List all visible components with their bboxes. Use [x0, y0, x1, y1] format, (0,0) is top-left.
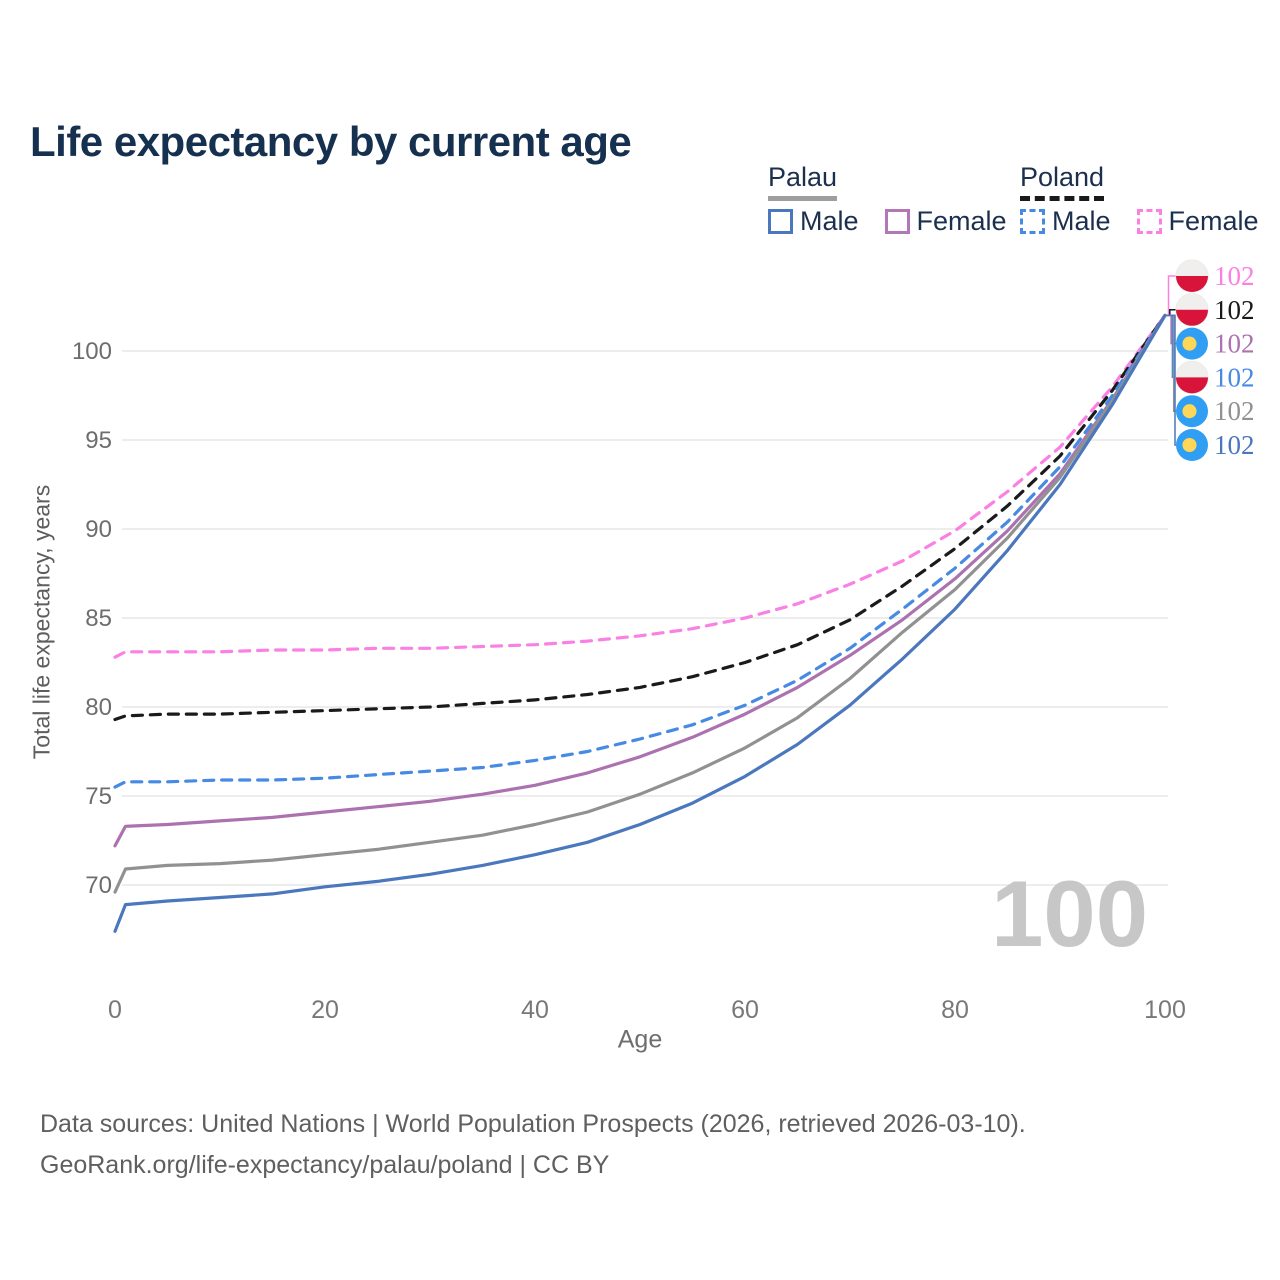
y-tick-label: 90: [85, 516, 112, 543]
legend-label-palau-male: Male: [800, 205, 859, 236]
legend-label-poland-male: Male: [1052, 205, 1111, 236]
end-label-connector-palau-male: [1165, 314, 1176, 446]
series-line-palau-total[interactable]: [113, 313, 1167, 894]
series-line-poland-male[interactable]: [113, 313, 1167, 789]
end-value-label-palau-female: 102: [1214, 329, 1255, 359]
end-value-label-poland-male: 102: [1214, 362, 1255, 392]
flag-icon-poland: [1175, 259, 1209, 293]
end-label-connector-poland-total: [1165, 309, 1176, 317]
end-value-label-poland-total: 102: [1214, 295, 1255, 325]
x-tick-label: 20: [311, 996, 339, 1024]
x-tick-label: 40: [521, 996, 549, 1024]
y-tick-label: 80: [85, 694, 112, 721]
legend-country-poland[interactable]: Poland: [1020, 162, 1105, 201]
attribution-line: GeoRank.org/life-expectancy/palau/poland…: [40, 1151, 610, 1179]
y-axis-title: Total life expectancy, years: [28, 484, 55, 760]
y-tick-label: 70: [85, 872, 112, 899]
age-counter-watermark: 100: [991, 861, 1148, 966]
legend-item-poland-male[interactable]: Male: [1020, 206, 1111, 237]
x-tick-label: 80: [941, 996, 969, 1024]
palau-female-swatch: [884, 208, 910, 234]
palau-male-swatch: [768, 208, 793, 234]
data-sources-line: Data sources: United Nations | World Pop…: [40, 1110, 1026, 1138]
x-tick-label: 60: [731, 996, 759, 1024]
legend-label-poland-female: Female: [1168, 205, 1259, 236]
y-tick-label: 75: [85, 783, 112, 810]
series-line-palau-female[interactable]: [113, 313, 1167, 848]
legend-group-palau: Palau Male Female: [768, 162, 1007, 237]
y-tick-label: 100: [72, 338, 112, 365]
series-line-poland-total[interactable]: [113, 313, 1167, 722]
footer: Data sources: United Nations | World Pop…: [40, 1104, 1026, 1186]
y-tick-label: 95: [85, 427, 112, 454]
end-value-label-palau-total: 102: [1214, 396, 1255, 426]
legend-item-palau-female[interactable]: Female: [884, 205, 1007, 237]
flag-icon-palau: [1176, 429, 1208, 461]
flag-icon-palau: [1176, 327, 1208, 360]
end-value-label-poland-female: 102: [1214, 261, 1255, 291]
series-line-poland-female[interactable]: [113, 313, 1167, 659]
flag-icon-palau: [1176, 395, 1208, 428]
x-tick-label: 100: [1144, 996, 1186, 1024]
legend-label-palau-female: Female: [916, 205, 1007, 236]
legend-item-palau-male[interactable]: Male: [768, 206, 859, 237]
flag-icon-poland: [1175, 360, 1209, 394]
legend-item-poland-female[interactable]: Female: [1136, 205, 1259, 237]
x-axis-title: Age: [617, 1025, 663, 1054]
x-tick-label: 0: [108, 996, 122, 1024]
flag-icon-poland: [1175, 293, 1209, 327]
page-title: Life expectancy by current age: [30, 118, 632, 166]
series-line-palau-male[interactable]: [113, 313, 1167, 933]
legend-group-poland: Poland Male Female: [1020, 162, 1259, 237]
legend-country-palau[interactable]: Palau: [768, 162, 838, 201]
poland-male-swatch: [1020, 208, 1045, 234]
y-tick-label: 85: [85, 605, 112, 632]
poland-female-swatch: [1136, 208, 1162, 234]
end-value-label-palau-male: 102: [1214, 430, 1255, 460]
